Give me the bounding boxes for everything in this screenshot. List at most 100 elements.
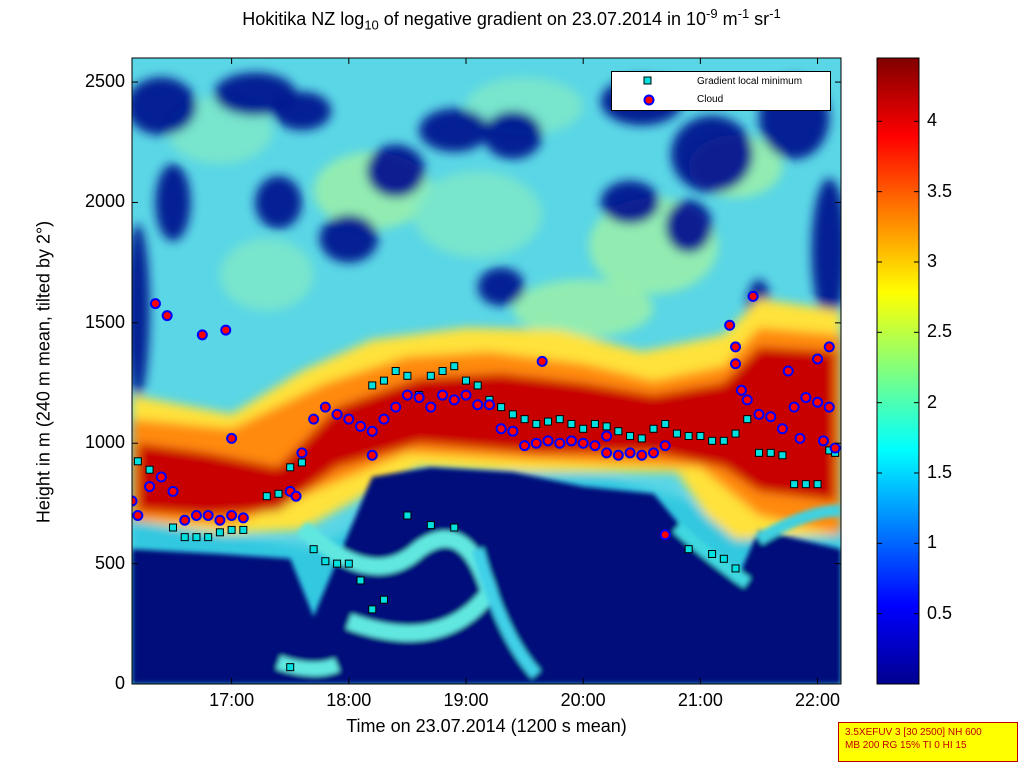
gradient-min-marker (579, 424, 588, 433)
cloud-marker (378, 413, 390, 425)
cloud-marker (155, 471, 167, 483)
legend-label-cloud: Cloud (697, 94, 724, 105)
cloud-marker (237, 512, 249, 524)
cloud-marker (817, 435, 829, 447)
settings-line-1: 3.5XEFUV 3 [30 2500] NH 600 (845, 727, 982, 738)
field-aerosol-red (137, 346, 836, 516)
gradient-min-marker (497, 403, 506, 412)
gradient-min-marker (672, 429, 681, 438)
cloud-marker (214, 514, 226, 526)
field-upper-gap (477, 267, 525, 306)
y-tick-label: 0 (114, 673, 125, 693)
cloud-marker (472, 399, 484, 411)
cloud-marker (319, 401, 331, 413)
y-tick-label: 2500 (84, 71, 125, 92)
cloud-marker (132, 495, 138, 507)
title-exp-2: -1 (737, 6, 750, 21)
cloud-marker (149, 298, 161, 310)
gradient-min-marker (719, 554, 728, 563)
gradient-min-marker (379, 376, 388, 385)
x-tick-label: 19:00 (443, 690, 489, 710)
gradient-min-marker (473, 381, 482, 390)
marker-layer (132, 290, 841, 672)
cloud-marker (812, 396, 824, 408)
gradient-min-marker (590, 419, 599, 428)
cloud-marker (202, 509, 214, 521)
field-upper-gap (665, 200, 713, 254)
cloud-marker (167, 485, 179, 497)
gradient-min-marker (262, 492, 271, 501)
cloud-marker (161, 310, 173, 322)
x-tick-label: 22:00 (795, 690, 841, 710)
cloud-marker (554, 437, 566, 449)
colorbar-tick-label: 2.5 (927, 321, 953, 342)
gradient-min-marker (403, 511, 412, 520)
field-upper-gap (319, 214, 379, 263)
legend-entry-cloud: Cloud (612, 92, 830, 108)
chart-title: Hokitika NZ log10 of negative gradient o… (0, 6, 1023, 33)
gradient-min-marker (508, 410, 517, 419)
colorbar-tick-label: 3 (927, 250, 938, 271)
cloud-marker (401, 389, 413, 401)
cloud-marker (659, 440, 671, 452)
cloud-marker (823, 341, 835, 353)
y-axis-label-text: Height in m (240 m mean, tilted by 2°) (33, 220, 54, 524)
cloud-marker (460, 389, 472, 401)
gradient-min-marker (532, 419, 541, 428)
x-tick-label: 18:00 (326, 690, 372, 710)
cloud-marker (730, 341, 742, 353)
gradient-min-marker (637, 434, 646, 443)
field-cyan-loop-4 (755, 504, 841, 545)
gradient-min-marker (754, 448, 763, 457)
legend-label-gradient: Gradient local minimum (697, 76, 803, 87)
gradient-min-marker (719, 436, 728, 445)
colorbar-tick-label: 2 (927, 391, 938, 412)
gradient-min-marker (145, 465, 154, 474)
cloud-marker (730, 358, 742, 370)
y-tick-label: 2000 (84, 191, 125, 212)
settings-line-2: MB 200 RG 15% TI 0 HI 15 (845, 740, 967, 751)
gradient-min-marker (215, 528, 224, 537)
cloud-marker (788, 401, 800, 413)
field-upper-gap (811, 178, 841, 323)
title-m-unit: m (717, 9, 738, 29)
gradient-min-marker (133, 457, 142, 466)
cloud-marker (196, 329, 208, 341)
gradient-min-marker (180, 533, 189, 542)
cloud-marker (782, 365, 794, 377)
field-upper-gap (132, 77, 197, 136)
title-middle: of negative gradient on 23.07.2014 in 10 (378, 9, 707, 29)
gradient-min-marker (684, 432, 693, 441)
cloud-marker (776, 423, 788, 435)
cloud-marker (536, 355, 548, 367)
gradient-min-marker (766, 448, 775, 457)
field-upper-gap (255, 175, 302, 229)
y-tick-label: 1000 (84, 432, 125, 453)
cloud-marker (589, 440, 601, 452)
gradient-min-marker (379, 595, 388, 604)
gradient-min-marker (708, 549, 717, 558)
gradient-min-marker (555, 415, 564, 424)
gradient-min-marker (309, 545, 318, 554)
gradient-min-marker (438, 367, 447, 375)
colorbar-tick-label: 3.5 (927, 180, 953, 201)
gradient-min-marker (567, 419, 576, 428)
gradient-min-marker (391, 367, 400, 375)
cloud-marker (747, 290, 759, 302)
gradient-min-marker (321, 557, 330, 566)
gradient-min-marker (684, 545, 693, 554)
colorbar-ticks (877, 120, 919, 615)
gradient-min-marker (333, 559, 342, 568)
cloud-marker (390, 401, 402, 413)
field-upper-gap (671, 115, 754, 193)
cloud-marker (331, 408, 343, 420)
cloud-marker (190, 509, 202, 521)
field-hard (132, 467, 841, 684)
cloud-marker (144, 481, 156, 493)
field-upper-gap (419, 108, 490, 152)
colorbar-tick-label: 0.5 (927, 602, 953, 623)
cloud-marker (829, 442, 841, 454)
field-upper-patch (413, 171, 543, 258)
cloud-marker (724, 319, 736, 331)
